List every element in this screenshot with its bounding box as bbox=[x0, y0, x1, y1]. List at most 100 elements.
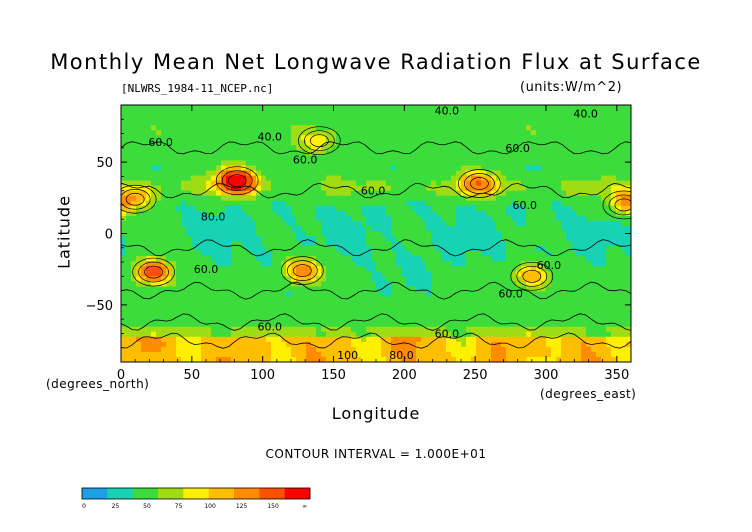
field-cell bbox=[166, 281, 172, 288]
field-cell bbox=[621, 266, 627, 272]
field-cell bbox=[261, 225, 267, 232]
field-cell bbox=[391, 246, 397, 252]
field-cell bbox=[591, 215, 597, 222]
field-cell bbox=[166, 135, 172, 141]
field-cell bbox=[336, 130, 342, 136]
field-cell bbox=[236, 286, 242, 293]
field-cell bbox=[536, 326, 542, 333]
field-cell bbox=[381, 155, 387, 162]
field-cell bbox=[526, 311, 532, 318]
field-cell bbox=[596, 170, 602, 177]
field-cell bbox=[236, 205, 242, 212]
field-cell bbox=[296, 286, 302, 293]
field-cell bbox=[566, 205, 572, 212]
field-cell bbox=[591, 266, 597, 272]
field-cell bbox=[466, 246, 472, 252]
field-cell bbox=[271, 271, 277, 277]
field-cell bbox=[466, 346, 472, 353]
field-cell bbox=[541, 341, 547, 348]
field-cell bbox=[411, 155, 417, 162]
field-cell bbox=[586, 215, 592, 222]
field-cell bbox=[536, 165, 542, 172]
field-cell bbox=[496, 306, 502, 313]
field-cell bbox=[291, 115, 297, 121]
field-cell bbox=[186, 200, 192, 207]
field-cell bbox=[506, 271, 512, 277]
field-cell bbox=[291, 271, 297, 277]
field-cell bbox=[241, 110, 247, 116]
field-cell bbox=[561, 210, 567, 217]
field-cell bbox=[561, 291, 567, 298]
field-cell bbox=[396, 281, 402, 288]
field-cell bbox=[406, 195, 412, 202]
field-cell bbox=[151, 220, 157, 227]
field-cell bbox=[261, 220, 267, 227]
field-cell bbox=[321, 125, 327, 131]
field-cell bbox=[196, 286, 202, 293]
field-cell bbox=[561, 220, 567, 227]
field-cell bbox=[561, 135, 567, 141]
field-cell bbox=[626, 115, 631, 121]
field-cell bbox=[571, 286, 577, 293]
field-cell bbox=[261, 175, 267, 182]
field-cell bbox=[596, 145, 602, 151]
field-cell bbox=[346, 326, 352, 333]
field-cell bbox=[581, 110, 587, 116]
field-cell bbox=[611, 286, 617, 293]
field-cell bbox=[396, 331, 402, 338]
field-cell bbox=[471, 321, 477, 328]
field-cell bbox=[346, 130, 352, 136]
field-cell bbox=[376, 160, 382, 167]
field-cell bbox=[301, 200, 307, 207]
field-cell bbox=[336, 311, 342, 318]
field-cell bbox=[121, 261, 127, 267]
field-cell bbox=[166, 175, 172, 182]
field-cell bbox=[351, 341, 357, 348]
field-cell bbox=[201, 145, 207, 151]
field-cell bbox=[296, 210, 302, 217]
field-cell bbox=[321, 346, 327, 353]
field-cell bbox=[296, 311, 302, 318]
field-cell bbox=[386, 150, 392, 156]
field-cell bbox=[626, 150, 631, 156]
field-cell bbox=[206, 170, 212, 177]
field-cell bbox=[426, 110, 432, 116]
field-cell bbox=[466, 291, 472, 298]
field-cell bbox=[311, 225, 317, 232]
field-cell bbox=[136, 105, 142, 111]
field-cell bbox=[406, 210, 412, 217]
field-cell bbox=[421, 165, 427, 172]
field-cell bbox=[321, 105, 327, 111]
field-cell bbox=[266, 266, 272, 272]
field-cell bbox=[371, 271, 377, 277]
field-cell bbox=[601, 155, 607, 162]
field-cell bbox=[286, 271, 292, 277]
field-cell bbox=[521, 160, 527, 167]
field-cell bbox=[156, 246, 162, 252]
field-cell bbox=[406, 261, 412, 267]
field-cell bbox=[456, 241, 462, 247]
field-cell bbox=[481, 286, 487, 293]
field-cell bbox=[446, 346, 452, 353]
field-cell bbox=[286, 145, 292, 151]
field-cell bbox=[421, 105, 427, 111]
field-cell bbox=[481, 215, 487, 222]
field-cell bbox=[256, 105, 262, 111]
field-cell bbox=[281, 251, 287, 257]
field-cell bbox=[511, 180, 517, 187]
field-cell bbox=[596, 160, 602, 167]
field-cell bbox=[326, 301, 332, 308]
field-cell bbox=[481, 135, 487, 141]
field-cell bbox=[171, 205, 177, 212]
field-cell bbox=[606, 276, 612, 282]
field-cell bbox=[446, 291, 452, 298]
field-cell bbox=[216, 110, 222, 116]
field-cell bbox=[196, 316, 202, 323]
field-cell bbox=[466, 125, 472, 131]
field-cell bbox=[546, 130, 552, 136]
field-cell bbox=[216, 125, 222, 131]
field-cell bbox=[561, 321, 567, 328]
field-cell bbox=[591, 105, 597, 111]
field-cell bbox=[121, 190, 127, 197]
field-cell bbox=[391, 145, 397, 151]
